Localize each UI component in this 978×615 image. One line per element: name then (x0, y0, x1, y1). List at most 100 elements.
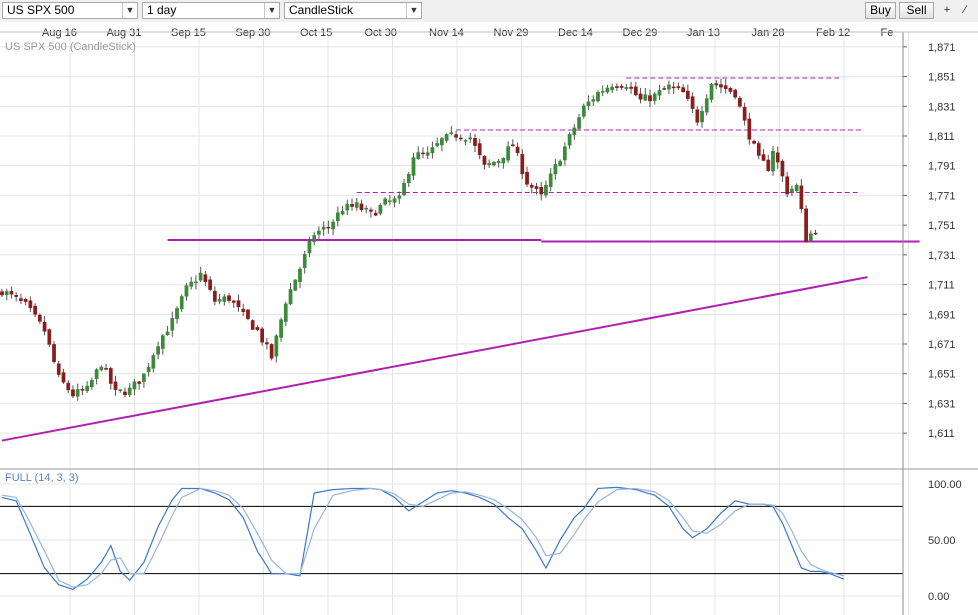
candle-down (723, 85, 728, 90)
candle-down (761, 154, 766, 161)
candle-up (345, 203, 350, 211)
sell-button[interactable]: Sell (899, 2, 934, 19)
chart-type-select-value: CandleStick (289, 3, 354, 17)
candle-down (747, 118, 752, 140)
x-tick-label: Feb 12 (816, 27, 850, 39)
y-tick-label: 1,731 (928, 250, 956, 262)
candle-up (317, 230, 321, 235)
period-select-value: 1 day (147, 3, 177, 17)
candle-up (411, 157, 416, 176)
candle-down (227, 295, 231, 301)
toolbar: US SPX 500 ▼ 1 day ▼ CandleStick ▼ Buy S… (0, 0, 978, 23)
candle-down (629, 86, 633, 89)
chart-type-select[interactable]: CandleStick ▼ (284, 2, 422, 19)
candle-down (61, 372, 66, 383)
candle-up (293, 279, 298, 291)
candle-down (738, 98, 742, 107)
candle-up (312, 235, 317, 242)
candle-down (231, 300, 236, 303)
y-tick-label: 1,631 (928, 398, 956, 410)
symbol-select[interactable]: US SPX 500 ▼ (2, 2, 138, 19)
candle-down (690, 96, 695, 109)
candle-up (463, 140, 468, 142)
candle-down (529, 184, 534, 188)
candle-down (813, 232, 818, 235)
candle-down (454, 134, 458, 138)
candle-down (676, 86, 681, 89)
candle-down (19, 298, 23, 301)
period-select[interactable]: 1 day ▼ (142, 2, 280, 19)
candle-down (733, 89, 737, 98)
candle-down (799, 185, 804, 210)
candle-down (265, 342, 269, 345)
candle-up (99, 366, 104, 371)
candle-down (482, 156, 487, 165)
candle-up (657, 90, 662, 96)
y-tick-label: 1,831 (928, 101, 956, 113)
candle-down (421, 152, 425, 155)
y-tick-label: 1,851 (928, 72, 956, 84)
candle-up (548, 173, 553, 188)
candle-up (553, 164, 558, 175)
candle-up (156, 346, 160, 355)
chevron-down-icon[interactable]: ▼ (264, 3, 279, 18)
candle-up (90, 380, 94, 388)
line-tool-icon[interactable]: ∕ (964, 4, 966, 16)
x-tick-label: Dec 14 (558, 27, 593, 39)
candle-down (359, 203, 364, 210)
chevron-down-icon[interactable]: ▼ (122, 3, 137, 18)
candle-up (217, 299, 222, 302)
candle-down (250, 320, 255, 330)
candle-down (473, 138, 477, 146)
candle-down (373, 212, 378, 216)
candle-up (142, 373, 146, 382)
candle-down (619, 85, 624, 88)
candle-up (600, 91, 605, 93)
candle-up (75, 389, 80, 397)
candle-down (260, 328, 264, 343)
candle-down (615, 86, 619, 88)
candle-down (633, 86, 638, 96)
candle-down (671, 86, 676, 89)
candle-up (444, 134, 449, 141)
y-tick-label: 1,611 (928, 428, 955, 440)
trendlines (1, 77, 920, 442)
candle-down (14, 295, 19, 297)
candle-down (477, 143, 482, 156)
candle-up (165, 331, 170, 336)
candle-down (37, 314, 42, 322)
candle-down (458, 137, 463, 140)
candle-down (742, 106, 747, 121)
candle-up (577, 117, 581, 129)
candle-up (85, 385, 89, 392)
buy-button[interactable]: Buy (865, 2, 896, 19)
trendline-solid[interactable] (1, 276, 868, 442)
candle-down (766, 159, 771, 171)
x-tick-label: Sep 30 (236, 27, 271, 39)
candle-up (175, 308, 179, 319)
x-tick-label: Aug 16 (42, 27, 77, 39)
crosshair-icon[interactable]: + (943, 4, 951, 16)
y-tick-label: 100.00 (928, 479, 962, 491)
candle-down (534, 186, 539, 189)
x-tick-label: Nov 29 (494, 27, 529, 39)
candle-up (302, 254, 307, 269)
x-tick-label: Sep 15 (171, 27, 206, 39)
candle-up (440, 138, 444, 146)
candle-down (52, 344, 56, 363)
candle-down (42, 321, 47, 332)
y-tick-label: 1,651 (928, 369, 956, 381)
candle-up (198, 272, 203, 281)
candle-up (790, 188, 794, 193)
candle-up (151, 355, 156, 369)
candle-up (160, 335, 165, 349)
candle-up (430, 147, 435, 154)
candle-up (94, 369, 99, 379)
candle-up (416, 152, 421, 159)
candle-up (146, 366, 151, 373)
chevron-down-icon[interactable]: ▼ (406, 3, 421, 18)
candle-down (638, 93, 643, 100)
candle-up (170, 318, 175, 331)
candle-up (544, 185, 548, 196)
candle-up (132, 381, 137, 390)
